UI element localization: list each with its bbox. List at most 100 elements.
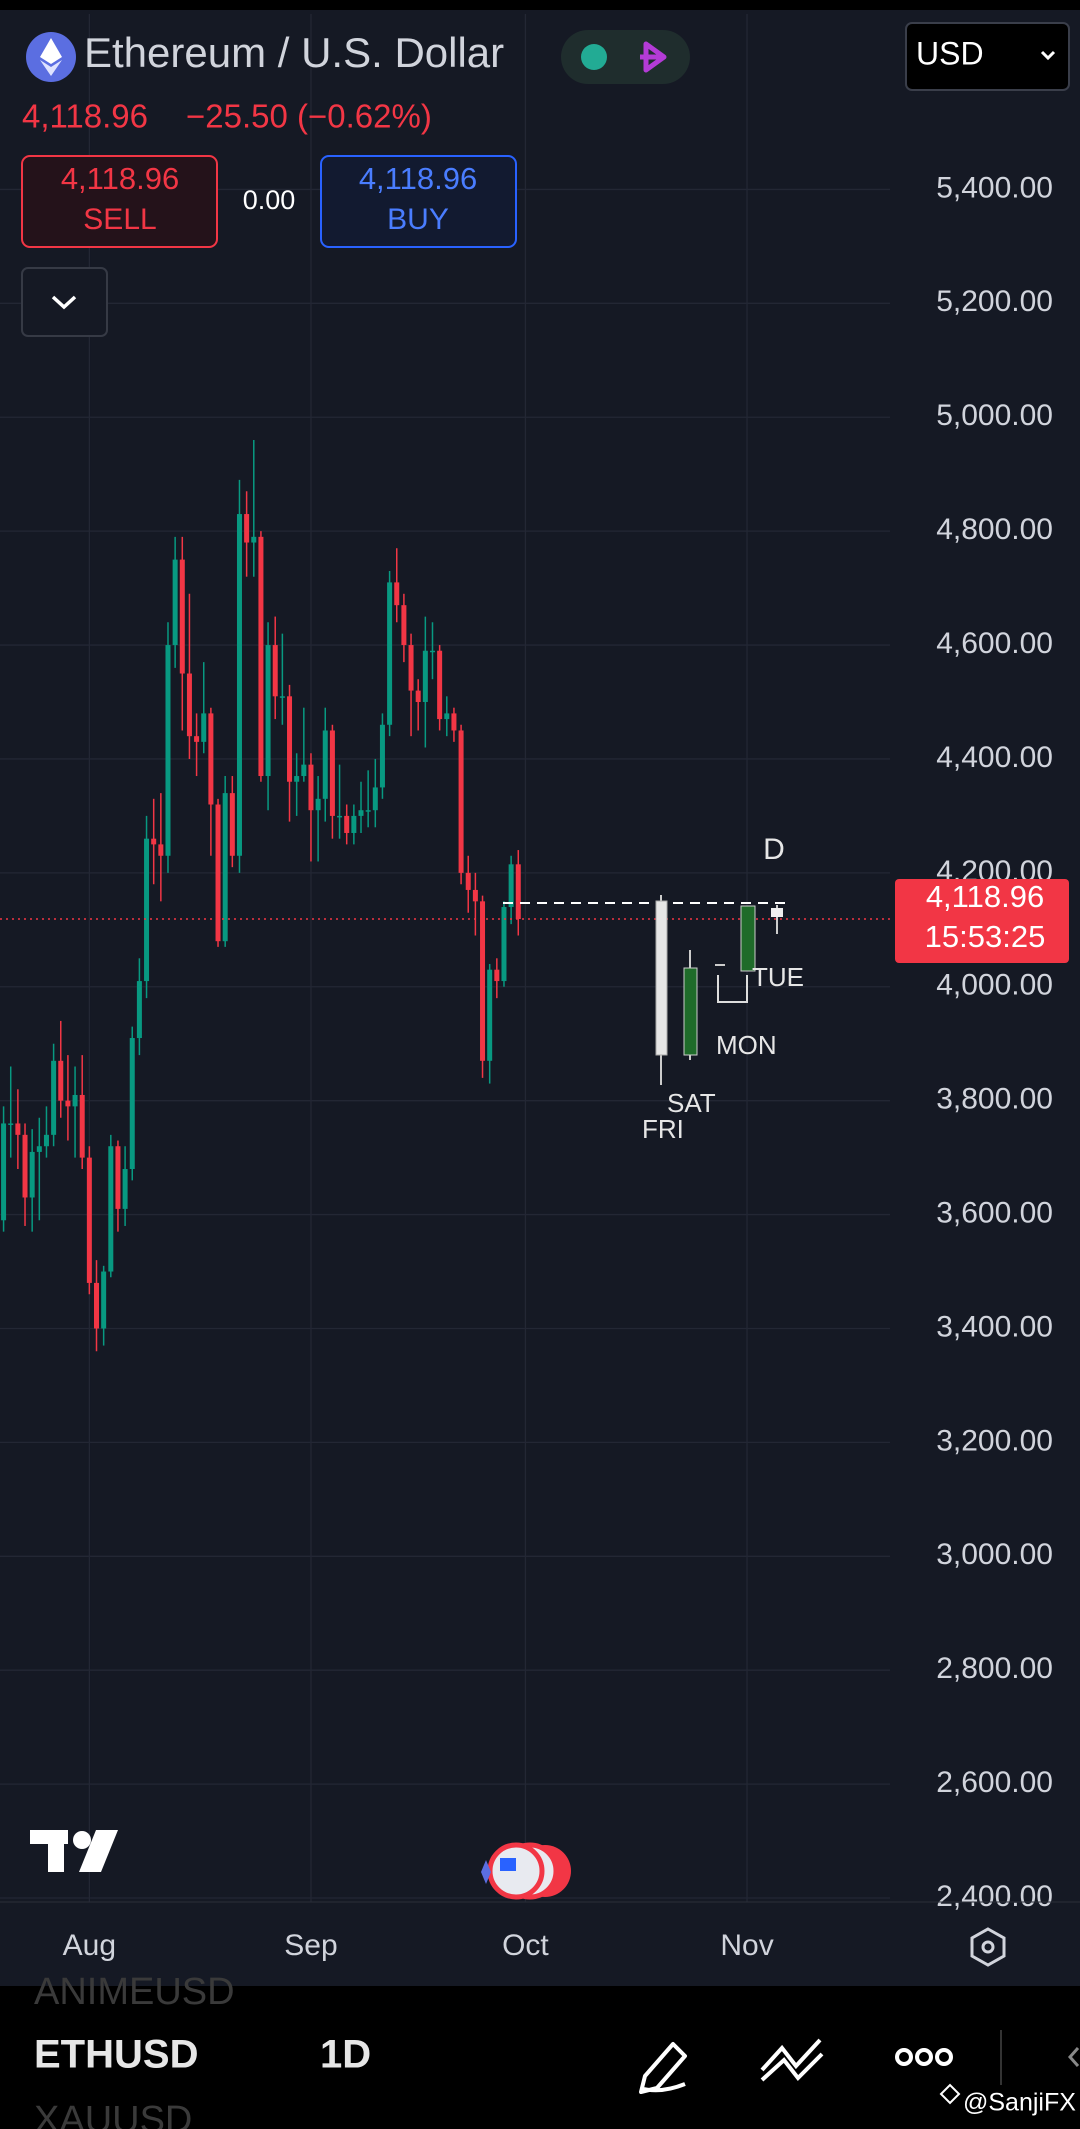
y-tick-label: 3,600.00 [936, 1196, 1053, 1229]
settings-icon[interactable] [970, 1927, 1006, 1967]
candle-body [201, 713, 207, 742]
x-tick-label: Nov [720, 1929, 773, 1962]
candle-body [294, 776, 300, 782]
candle-body [372, 787, 378, 811]
candle-body [51, 1060, 57, 1135]
watermark-logo [939, 2083, 961, 2105]
candle-body [86, 1157, 92, 1283]
buy-label: BUY [387, 203, 449, 236]
candle-body [72, 1094, 78, 1107]
status-strip [0, 0, 1080, 10]
candle-body [301, 764, 307, 777]
interval[interactable]: 1D [320, 2033, 371, 2077]
candle-body [365, 810, 371, 812]
status-pill[interactable] [561, 30, 690, 84]
candle-body [444, 713, 450, 720]
chart-background [0, 0, 1080, 1986]
y-tick-label: 4,800.00 [936, 513, 1053, 546]
y-tick-label: 5,400.00 [936, 171, 1053, 204]
symbol[interactable]: ETHUSD [34, 2033, 198, 2077]
candle-body [315, 798, 321, 811]
candle-body [58, 1060, 64, 1101]
drawn-candle [740, 905, 756, 972]
candle-body [287, 696, 293, 782]
candle-body [244, 514, 250, 543]
candle-body [279, 696, 285, 698]
settings-icon-center [981, 1940, 995, 1954]
more-button[interactable] [895, 2048, 953, 2066]
drawn-candle [655, 900, 668, 1056]
y-tick-label: 2,600.00 [936, 1766, 1053, 1799]
candle-body [136, 981, 142, 1039]
price-tag [895, 879, 1069, 964]
candle-body [344, 815, 350, 833]
watermark: @SanjiFX [963, 2089, 1076, 2117]
y-tick-label: 4,400.00 [936, 741, 1053, 774]
candle-body [65, 1100, 71, 1107]
candle-body [501, 907, 507, 982]
candle-body [186, 673, 192, 737]
candle-body [487, 969, 493, 1061]
candle-body [8, 1123, 14, 1125]
candle-body [351, 815, 357, 833]
candle-body [151, 838, 157, 845]
dropdown-caret [1040, 50, 1056, 61]
candle-body [251, 536, 257, 543]
candle-body [472, 889, 478, 902]
candle-body [115, 1146, 121, 1209]
y-tick-label: 3,200.00 [936, 1424, 1053, 1457]
candle-body [158, 844, 164, 856]
tv-logo [30, 1830, 118, 1872]
candle-body [422, 650, 428, 702]
eth-glyph [40, 60, 62, 76]
next-symbol[interactable]: XAUUSD [34, 2099, 192, 2129]
stream-icon [640, 41, 667, 73]
scroll-arrow[interactable] [1067, 2047, 1080, 2067]
buy-price: 4,118.96 [359, 161, 477, 196]
bottom-bar [0, 1986, 1080, 2129]
candle-body [101, 1271, 107, 1329]
candle-body [122, 1169, 128, 1209]
trend-tool[interactable] [760, 2038, 824, 2082]
annotation: SAT [667, 1088, 716, 1118]
candle-body [79, 1094, 85, 1158]
y-tick-label: 4,000.00 [936, 969, 1053, 1002]
candle-body [437, 650, 443, 720]
candle-body [172, 559, 178, 646]
candle-body [329, 730, 335, 816]
collapse-icon [51, 295, 77, 310]
candle-body [387, 582, 393, 725]
candle-body [265, 645, 271, 777]
candle-body [494, 969, 500, 982]
candle-body [322, 730, 328, 799]
candle-body [358, 810, 364, 816]
buy-button[interactable] [320, 155, 517, 248]
x-tick-label: Oct [502, 1929, 549, 1962]
drawn-candle [771, 908, 783, 917]
sell-button[interactable] [21, 155, 218, 248]
drawn-candle [683, 967, 698, 1056]
y-tick-label: 3,800.00 [936, 1083, 1053, 1116]
candle-body [194, 736, 200, 742]
candle-body [43, 1134, 49, 1147]
candle-body [108, 1146, 114, 1272]
candle-body [480, 901, 486, 1061]
currency-select[interactable] [905, 22, 1070, 91]
currency: USD [916, 35, 984, 71]
candle-body [515, 864, 521, 920]
candle-body [215, 804, 221, 942]
candle-body [236, 514, 242, 856]
prev-symbol[interactable]: ANIMEUSD [34, 1971, 235, 2013]
drawn-bracket [717, 975, 748, 1003]
candle-body [22, 1134, 28, 1198]
draw-tool[interactable] [639, 2042, 687, 2094]
eth-glyph [40, 38, 62, 64]
last-price: 4,118.96 [22, 98, 148, 135]
candle-body [1, 1123, 7, 1221]
annotation: TUE [752, 962, 804, 992]
collapse-button[interactable] [21, 267, 108, 337]
symbol-title[interactable]: Ethereum / U.S. Dollar [84, 29, 504, 76]
sell-label: SELL [83, 203, 156, 236]
y-tick-label: 5,000.00 [936, 399, 1053, 432]
candle-body [415, 690, 421, 702]
